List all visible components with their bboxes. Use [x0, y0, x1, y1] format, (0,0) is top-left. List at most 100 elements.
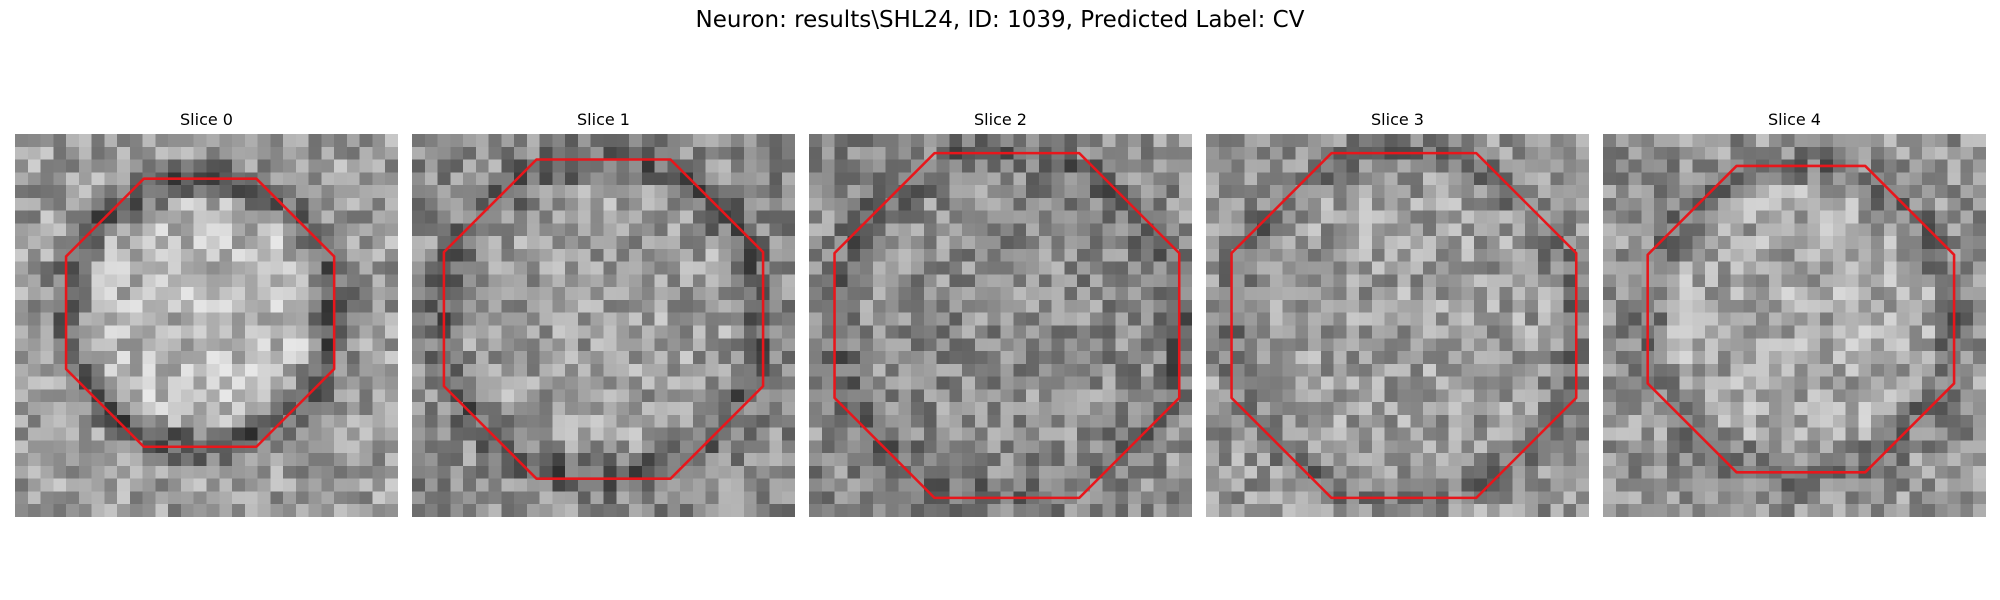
pixel [1244, 389, 1257, 402]
pixel [744, 453, 757, 466]
pixel [949, 364, 962, 377]
pixel [1128, 351, 1141, 364]
pixel [1756, 440, 1769, 453]
pixel [1718, 377, 1731, 390]
pixel [847, 377, 860, 390]
pixel [1654, 338, 1667, 351]
pixel [450, 428, 463, 441]
pixel [1960, 491, 1973, 504]
pixel [1884, 453, 1897, 466]
pixel [1334, 287, 1347, 300]
pixel [1705, 326, 1718, 339]
pixel [450, 211, 463, 224]
pixel [1922, 453, 1935, 466]
pixel [1372, 453, 1385, 466]
pixel [1871, 274, 1884, 287]
pixel [1064, 402, 1077, 415]
pixel [552, 415, 565, 428]
pixel [53, 428, 66, 441]
pixel [1641, 134, 1654, 147]
pixel [731, 466, 744, 479]
pixel [835, 504, 848, 517]
pixel [718, 262, 731, 275]
pixel [1039, 223, 1052, 236]
pixel [809, 364, 822, 377]
pixel [1718, 326, 1731, 339]
pixel [1820, 287, 1833, 300]
pixel [1718, 479, 1731, 492]
pixel [1629, 313, 1642, 326]
pixel [975, 274, 988, 287]
pixel [1013, 185, 1026, 198]
pixel [181, 262, 194, 275]
pixel [731, 504, 744, 517]
pixel [1858, 274, 1871, 287]
pixel [245, 223, 258, 236]
pixel [1743, 326, 1756, 339]
pixel [360, 236, 373, 249]
pixel [1166, 491, 1179, 504]
pixel [1871, 364, 1884, 377]
pixel [1884, 402, 1897, 415]
pixel [1756, 287, 1769, 300]
pixel [66, 491, 79, 504]
pixel [667, 249, 680, 262]
pixel [744, 466, 757, 479]
pixel [1308, 134, 1321, 147]
pixel [104, 453, 117, 466]
pixel [629, 172, 642, 185]
pixel [1629, 491, 1642, 504]
pixel [1244, 300, 1257, 313]
pixel [168, 491, 181, 504]
pixel [1525, 377, 1538, 390]
pixel [1039, 211, 1052, 224]
pixel [1538, 134, 1551, 147]
pixel [450, 479, 463, 492]
pixel [412, 466, 425, 479]
pixel [372, 491, 385, 504]
pixel [463, 453, 476, 466]
pixel [168, 211, 181, 224]
pixel [1103, 338, 1116, 351]
pixel [1179, 351, 1192, 364]
pixel [1001, 415, 1014, 428]
pixel [15, 479, 28, 492]
pixel [321, 287, 334, 300]
pixel [476, 453, 489, 466]
pixel [1449, 415, 1462, 428]
pixel [15, 338, 28, 351]
pixel [1077, 172, 1090, 185]
pixel [873, 223, 886, 236]
pixel [258, 415, 271, 428]
pixel [655, 274, 668, 287]
pixel [117, 147, 130, 160]
pixel [835, 364, 848, 377]
pixel [1077, 185, 1090, 198]
pixel [1283, 160, 1296, 173]
pixel [15, 504, 28, 517]
pixel [1219, 236, 1232, 249]
pixel [1334, 313, 1347, 326]
pixel [1449, 453, 1462, 466]
pixel [591, 364, 604, 377]
pixel [962, 300, 975, 313]
pixel [1731, 249, 1744, 262]
pixel [1667, 428, 1680, 441]
pixel [642, 287, 655, 300]
pixel [463, 198, 476, 211]
pixel [1654, 364, 1667, 377]
pixel [1283, 211, 1296, 224]
pixel [693, 198, 706, 211]
pixel [962, 504, 975, 517]
pixel [1512, 274, 1525, 287]
pixel [642, 338, 655, 351]
pixel [527, 300, 540, 313]
pixel [769, 377, 782, 390]
pixel [1654, 147, 1667, 160]
pixel [988, 287, 1001, 300]
pixel [527, 198, 540, 211]
pixel [1667, 236, 1680, 249]
pixel [680, 147, 693, 160]
pixel [1461, 185, 1474, 198]
pixel [565, 402, 578, 415]
